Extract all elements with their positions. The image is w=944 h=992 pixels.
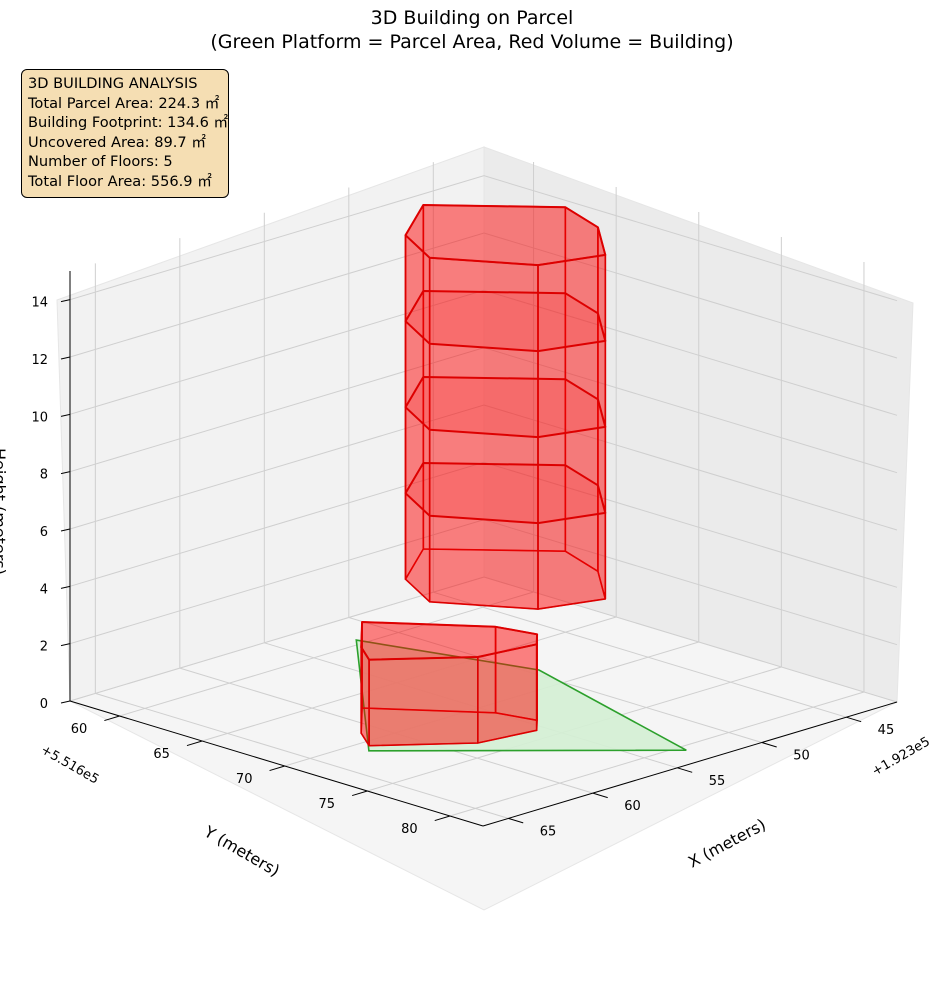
z-tick-label: 14	[31, 296, 48, 311]
x-tick-mark	[434, 815, 451, 822]
z-tick-mark	[60, 585, 71, 589]
y-tick-label: 60	[624, 799, 641, 814]
z-tick-label: 6	[40, 525, 48, 540]
x-tick-mark	[104, 715, 120, 722]
x-tick-mark	[186, 740, 203, 747]
z-tick-mark	[60, 471, 71, 475]
y-tick-label: 55	[709, 774, 726, 789]
x-offset-label: +1.923e5	[870, 734, 933, 779]
grid-line-z	[69, 404, 898, 531]
building-block-2-top	[404, 204, 607, 267]
building-block-1-side-face	[368, 656, 479, 747]
info-total-floor-area: Total Floor Area: 556.9 ㎡	[28, 172, 212, 190]
grid-line-z	[69, 289, 898, 416]
y-offset-label: +5.516e5	[38, 742, 101, 787]
z-axis-label: Height (meters)	[0, 448, 9, 575]
grid-line-z	[69, 175, 898, 302]
grid-line-z	[69, 576, 898, 703]
axis-lines	[69, 271, 898, 827]
grid-line-x-floor	[119, 591, 534, 717]
y-tick-mark	[677, 767, 693, 773]
z-tick-label: 2	[40, 640, 48, 655]
tick-layer: 60 65 70 75 80 45 50 55 60 65 0 2 4 6 8 10 12 14	[31, 296, 894, 840]
z-tick-label: 12	[31, 353, 48, 368]
z-tick-mark	[60, 643, 71, 647]
x-tick-label: 60	[71, 722, 88, 737]
z-tick-mark	[60, 528, 71, 532]
info-box-title: 3D BUILDING ANALYSIS	[28, 75, 198, 92]
x-tick-label: 75	[319, 797, 336, 812]
z-tick-mark	[60, 356, 71, 360]
building-block-1-side-face	[360, 646, 370, 747]
x-tick-mark	[269, 765, 285, 772]
chart-subtitle: (Green Platform = Parcel Area, Red Volum…	[210, 31, 734, 53]
y-axis-label: Y (meters)	[200, 822, 283, 881]
y-tick-label: 65	[540, 824, 557, 839]
floor-outline	[404, 290, 607, 353]
x-tick-label: 70	[236, 772, 253, 787]
y-tick-label: 50	[793, 748, 810, 763]
info-building-footprint: Building Footprint: 134.6 ㎡	[28, 114, 229, 132]
grid-line-x-floor	[449, 691, 865, 817]
info-number-of-floors: Number of Floors: 5	[28, 153, 173, 171]
z-tick-mark	[60, 413, 71, 417]
y-tick-mark	[846, 716, 862, 723]
y-tick-mark	[592, 792, 608, 799]
x-axis-line	[482, 701, 898, 827]
info-total-parcel-area: Total Parcel Area: 224.3 ㎡	[28, 94, 220, 112]
x-tick-mark	[352, 790, 368, 797]
analysis-info-box: 3D BUILDING ANALYSIS Total Parcel Area: …	[21, 69, 229, 198]
info-uncovered-area: Uncovered Area: 89.7 ㎡	[28, 133, 206, 151]
grid-line-y-floor	[95, 692, 509, 819]
z-tick-label: 10	[31, 410, 48, 425]
z-tick-mark	[60, 700, 71, 704]
grid-line-y-floor	[433, 591, 847, 718]
building-block-1-top	[360, 621, 539, 661]
grid-line-z	[69, 232, 898, 359]
z-tick-mark	[60, 299, 71, 303]
y-tick-label: 45	[878, 723, 895, 738]
gridlines	[69, 162, 898, 819]
x-axis-label: X (meters)	[685, 815, 769, 872]
z-tick-label: 0	[40, 697, 48, 712]
z-tick-label: 8	[40, 468, 48, 483]
y-tick-mark	[761, 742, 777, 748]
y-axis-line	[69, 700, 484, 827]
y-tick-mark	[508, 817, 524, 824]
grid-line-z	[69, 461, 898, 588]
building-block-1-side-face	[476, 643, 538, 744]
floor-outline	[404, 462, 607, 525]
chart-title: 3D Building on Parcel	[370, 7, 574, 29]
x-tick-label: 65	[153, 747, 170, 762]
floor-outline	[404, 376, 607, 439]
building-layer	[360, 204, 607, 747]
x-tick-label: 80	[401, 822, 418, 837]
z-tick-label: 4	[40, 582, 48, 597]
